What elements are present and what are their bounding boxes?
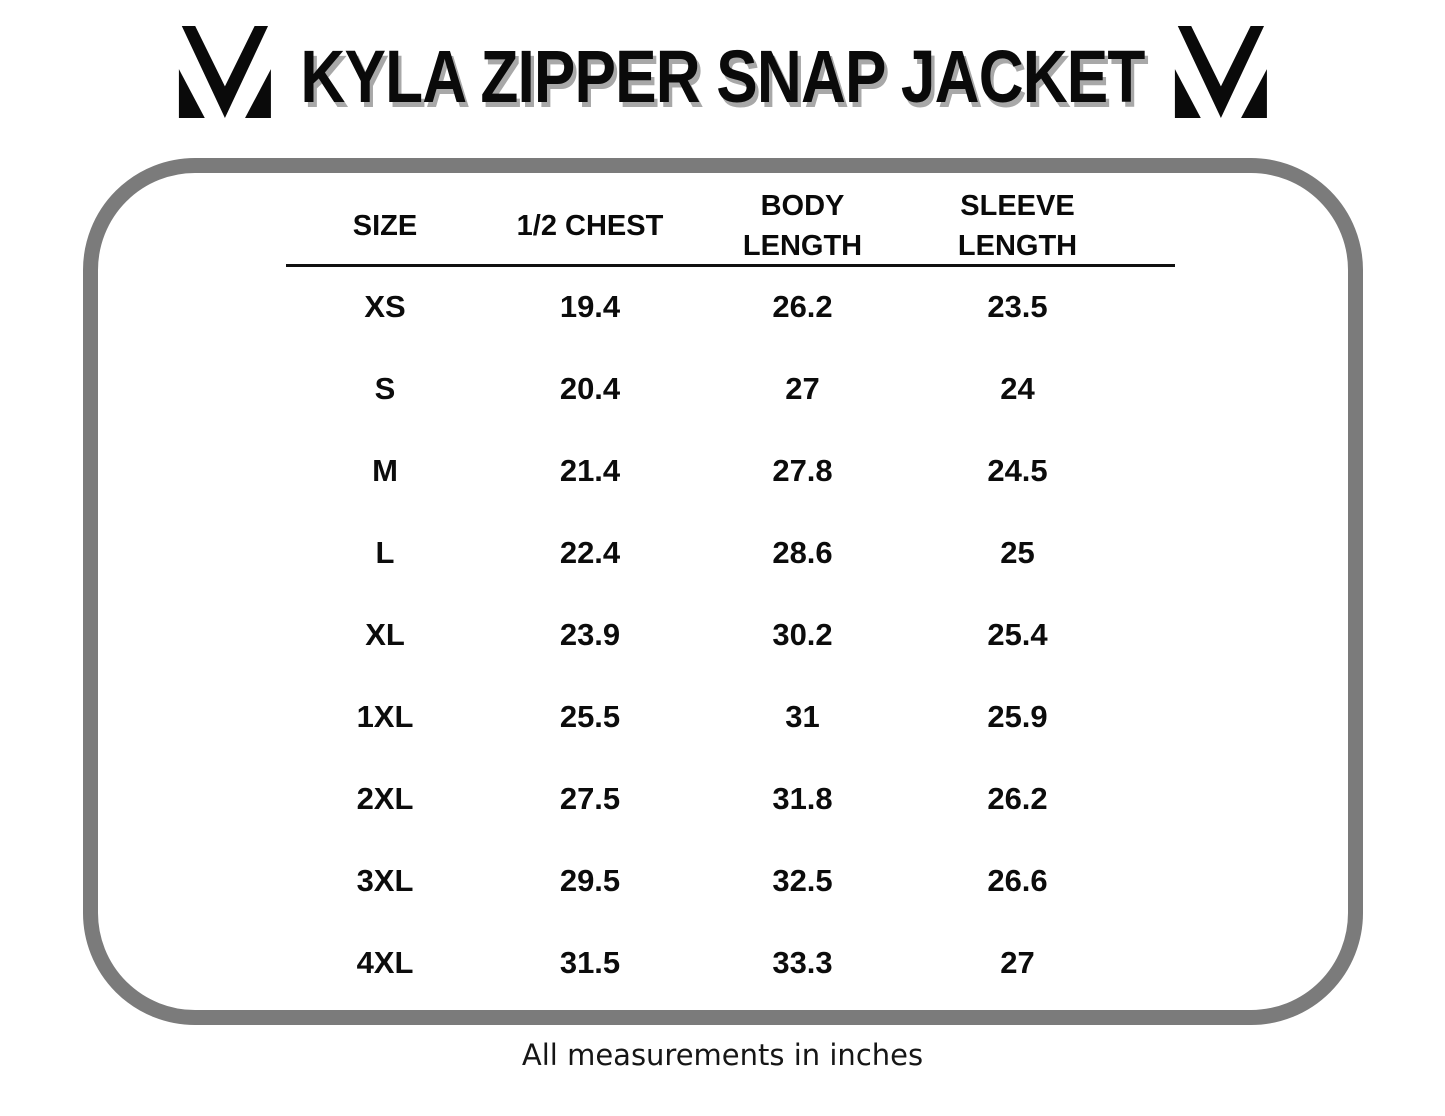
sleeve-length-cell: 26.6 xyxy=(987,863,1048,898)
column-header-sleeve-length: SLEEVE LENGTH xyxy=(957,190,1078,263)
half-chest-cell: 22.4 xyxy=(559,535,621,570)
table-row: 1XL 25.5 31 25.9 xyxy=(285,676,1125,758)
sleeve-length-cell: 27 xyxy=(1000,945,1035,980)
body-length-cell: 26.2 xyxy=(772,289,833,324)
column-header-body-length: BODY LENGTH xyxy=(742,190,863,263)
table-row: M 21.4 27.8 24.5 xyxy=(285,430,1125,512)
size-cell: 4XL xyxy=(356,945,414,980)
body-length-cell: 31 xyxy=(785,699,820,734)
chart-header: KYLA ZIPPER SNAP JACKET xyxy=(0,24,1445,118)
sleeve-length-cell: 25.9 xyxy=(987,699,1048,734)
half-chest-cell: 20.4 xyxy=(559,371,621,406)
half-chest-cell: 29.5 xyxy=(559,863,621,898)
table-row: 2XL 27.5 31.8 26.2 xyxy=(285,758,1125,840)
half-chest-cell: 25.5 xyxy=(559,699,621,734)
table-row: S 20.4 27 24 xyxy=(285,348,1125,430)
column-header-half-chest: 1/2 CHEST xyxy=(516,210,664,242)
size-chart-panel xyxy=(83,158,1363,1025)
sleeve-length-cell: 25 xyxy=(1000,535,1035,570)
table-row: 4XL 31.5 33.3 27 xyxy=(285,922,1125,1004)
size-cell: 3XL xyxy=(356,863,414,898)
sleeve-length-cell: 24.5 xyxy=(987,453,1048,488)
size-cell: XL xyxy=(365,617,405,652)
size-table-body: XS 19.4 26.2 23.5 S 20.4 27 24 M 21.4 27… xyxy=(285,266,1125,1004)
sleeve-length-cell: 26.2 xyxy=(987,781,1048,816)
half-chest-cell: 31.5 xyxy=(559,945,621,980)
table-row: 3XL 29.5 32.5 26.6 xyxy=(285,840,1125,922)
sleeve-length-cell: 24 xyxy=(1000,371,1035,406)
size-cell: XS xyxy=(364,289,406,324)
measurement-note: All measurements in inches xyxy=(521,1038,924,1072)
column-header-size: SIZE xyxy=(352,210,418,242)
half-chest-cell: 21.4 xyxy=(559,453,621,488)
half-chest-cell: 19.4 xyxy=(559,289,621,324)
body-length-cell: 30.2 xyxy=(772,617,833,652)
half-chest-cell: 27.5 xyxy=(559,781,621,816)
sleeve-length-cell: 23.5 xyxy=(987,289,1048,324)
page-title: KYLA ZIPPER SNAP JACKET xyxy=(300,35,1145,118)
table-row: L 22.4 28.6 25 xyxy=(285,512,1125,594)
body-length-cell: 31.8 xyxy=(772,781,833,816)
mv-monogram-logo-icon xyxy=(1174,26,1267,118)
table-row: XL 23.9 30.2 25.4 xyxy=(285,594,1125,676)
size-cell: 1XL xyxy=(356,699,414,734)
page-title-box: KYLA ZIPPER SNAP JACKET xyxy=(283,24,1163,118)
half-chest-cell: 23.9 xyxy=(559,617,621,652)
header-divider xyxy=(286,264,1175,267)
body-length-cell: 33.3 xyxy=(772,945,833,980)
mv-monogram-logo-icon xyxy=(178,26,271,118)
size-cell: 2XL xyxy=(356,781,414,816)
body-length-cell: 32.5 xyxy=(772,863,833,898)
table-header-row: SIZE 1/2 CHEST BODY LENGTH SLEEVE LENGTH xyxy=(285,186,1125,266)
body-length-cell: 28.6 xyxy=(772,535,833,570)
size-cell: M xyxy=(372,453,398,488)
size-cell: L xyxy=(375,535,395,570)
body-length-cell: 27.8 xyxy=(772,453,833,488)
body-length-cell: 27 xyxy=(785,371,820,406)
size-cell: S xyxy=(374,371,396,406)
table-row: XS 19.4 26.2 23.5 xyxy=(285,266,1125,348)
sleeve-length-cell: 25.4 xyxy=(987,617,1048,652)
